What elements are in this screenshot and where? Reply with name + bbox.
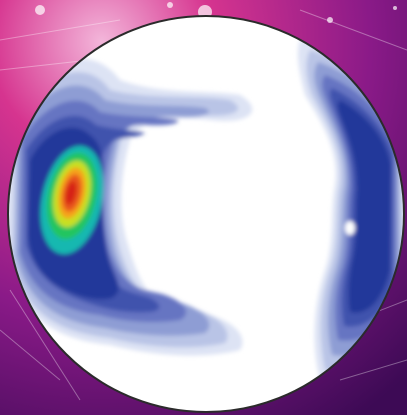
pole-figure [7, 15, 405, 413]
pole-figure-outline [7, 15, 405, 413]
right-band-gap [345, 221, 355, 235]
contour-level-12 [65, 181, 77, 205]
